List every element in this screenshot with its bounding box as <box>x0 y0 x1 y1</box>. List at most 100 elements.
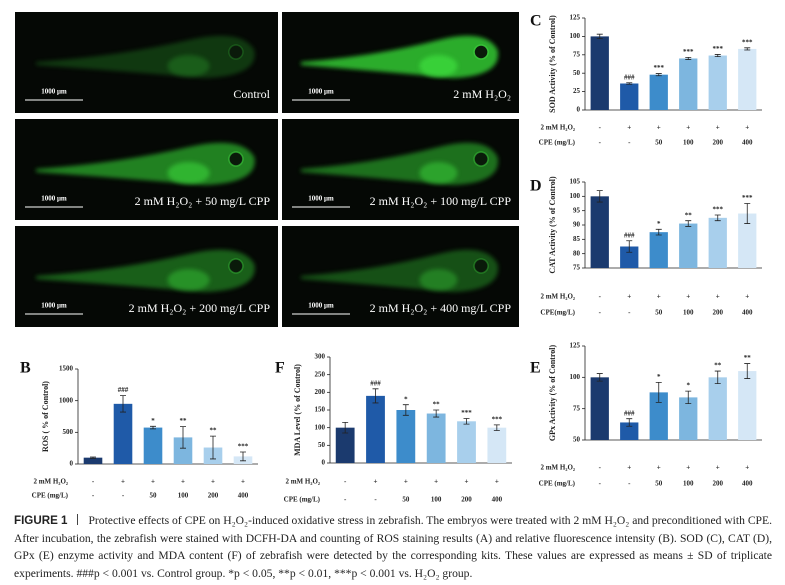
row-cell: - <box>599 480 602 488</box>
y-tick-label: 80 <box>573 249 581 257</box>
row-cell: 100 <box>431 496 442 504</box>
bar <box>426 413 446 463</box>
significance-label: * <box>404 395 408 403</box>
error-bar <box>685 390 692 405</box>
error-bar <box>433 409 440 418</box>
y-tick-label: 25 <box>573 87 581 95</box>
y-axis-label: ROS ( % of Control) <box>41 381 50 452</box>
row-cell: + <box>211 478 215 486</box>
significance-label: ** <box>685 211 693 219</box>
row-cell: + <box>716 464 720 472</box>
error-bar <box>342 421 349 434</box>
row-cell: + <box>745 124 749 132</box>
y-tick-label: 125 <box>570 342 581 350</box>
panel-label: B <box>20 360 31 377</box>
row-cell: + <box>716 124 720 132</box>
y-axis-label: GPx Activity (% of Control) <box>548 345 557 442</box>
scale-bar-label: 1000 μm <box>41 302 67 310</box>
row-cell: + <box>374 478 378 486</box>
significance-label: ### <box>624 409 635 417</box>
y-tick-label: 50 <box>573 436 581 444</box>
row-label: CPE (mg/L) <box>539 139 576 147</box>
significance-label: *** <box>461 409 472 417</box>
y-tick-label: 100 <box>315 423 326 431</box>
error-bar <box>685 220 692 227</box>
significance-label: * <box>151 417 155 425</box>
y-tick-label: 250 <box>315 370 326 378</box>
y-tick-label: 75 <box>573 264 581 272</box>
significance-label: * <box>687 382 691 390</box>
row-cell: - <box>92 492 95 500</box>
error-bar <box>714 370 721 384</box>
row-cell: + <box>181 478 185 486</box>
significance-label: *** <box>713 206 724 214</box>
row-cell: 400 <box>742 139 753 147</box>
significance-label: ### <box>624 231 635 239</box>
significance-label: *** <box>492 415 503 423</box>
row-cell: 50 <box>150 492 158 500</box>
y-tick-label: 75 <box>573 50 581 58</box>
image-label: 2 mM H₂O₂ + 200 mg/L CPP <box>129 301 271 315</box>
row-cell: + <box>627 124 631 132</box>
bar <box>590 196 609 268</box>
error-bar <box>744 47 751 51</box>
bar <box>679 397 698 440</box>
row-cell: + <box>745 464 749 472</box>
row-cell: + <box>716 293 720 301</box>
row-cell: 100 <box>683 139 694 147</box>
error-bar <box>150 425 156 430</box>
yolk <box>419 162 458 184</box>
row-cell: 200 <box>713 480 724 488</box>
bar <box>738 371 757 440</box>
row-cell: 50 <box>402 496 410 504</box>
image-label: Control <box>233 87 270 101</box>
bar <box>738 213 757 268</box>
row-cell: + <box>495 478 499 486</box>
row-cell: - <box>374 496 377 504</box>
y-tick-label: 300 <box>315 353 326 361</box>
significance-label: *** <box>238 443 249 451</box>
y-tick-label: 75 <box>573 404 581 412</box>
bar <box>457 421 476 463</box>
y-tick-label: 105 <box>570 178 581 186</box>
error-bar <box>372 388 379 404</box>
bar <box>708 55 727 110</box>
error-bar <box>210 435 216 460</box>
row-cell: + <box>657 293 661 301</box>
row-cell: - <box>599 309 602 317</box>
scale-bar-label: 1000 μm <box>41 195 67 203</box>
row-cell: - <box>628 309 631 317</box>
caption-text: Protective effects of CPE on H₂O₂-induce… <box>14 514 772 580</box>
significance-label: *** <box>683 48 694 56</box>
error-bar <box>596 190 603 203</box>
error-bar <box>744 363 751 379</box>
row-cell: - <box>599 464 602 472</box>
significance-label: ** <box>433 401 441 409</box>
bar <box>708 217 727 268</box>
row-cell: 400 <box>742 309 753 317</box>
eye <box>473 44 489 60</box>
bar <box>487 427 507 463</box>
eye <box>228 44 244 60</box>
bar <box>738 48 757 110</box>
row-cell: - <box>628 480 631 488</box>
eye <box>228 258 244 274</box>
error-bar <box>596 33 603 40</box>
significance-label: *** <box>742 38 753 46</box>
row-cell: - <box>599 139 602 147</box>
y-tick-label: 200 <box>315 388 326 396</box>
y-tick-label: 50 <box>318 441 326 449</box>
significance-label: *** <box>742 194 753 202</box>
row-cell: 200 <box>713 139 724 147</box>
eye <box>473 151 489 167</box>
row-cell: 200 <box>713 309 724 317</box>
row-label: 2 mM H₂O₂ <box>33 478 68 486</box>
row-cell: 100 <box>683 309 694 317</box>
row-label: CPE (mg/L) <box>32 492 69 500</box>
row-cell: 400 <box>238 492 249 500</box>
image-label: 2 mM H₂O₂ <box>453 87 511 101</box>
significance-label: * <box>657 373 661 381</box>
y-tick-label: 125 <box>570 14 581 22</box>
y-tick-label: 500 <box>63 428 74 436</box>
